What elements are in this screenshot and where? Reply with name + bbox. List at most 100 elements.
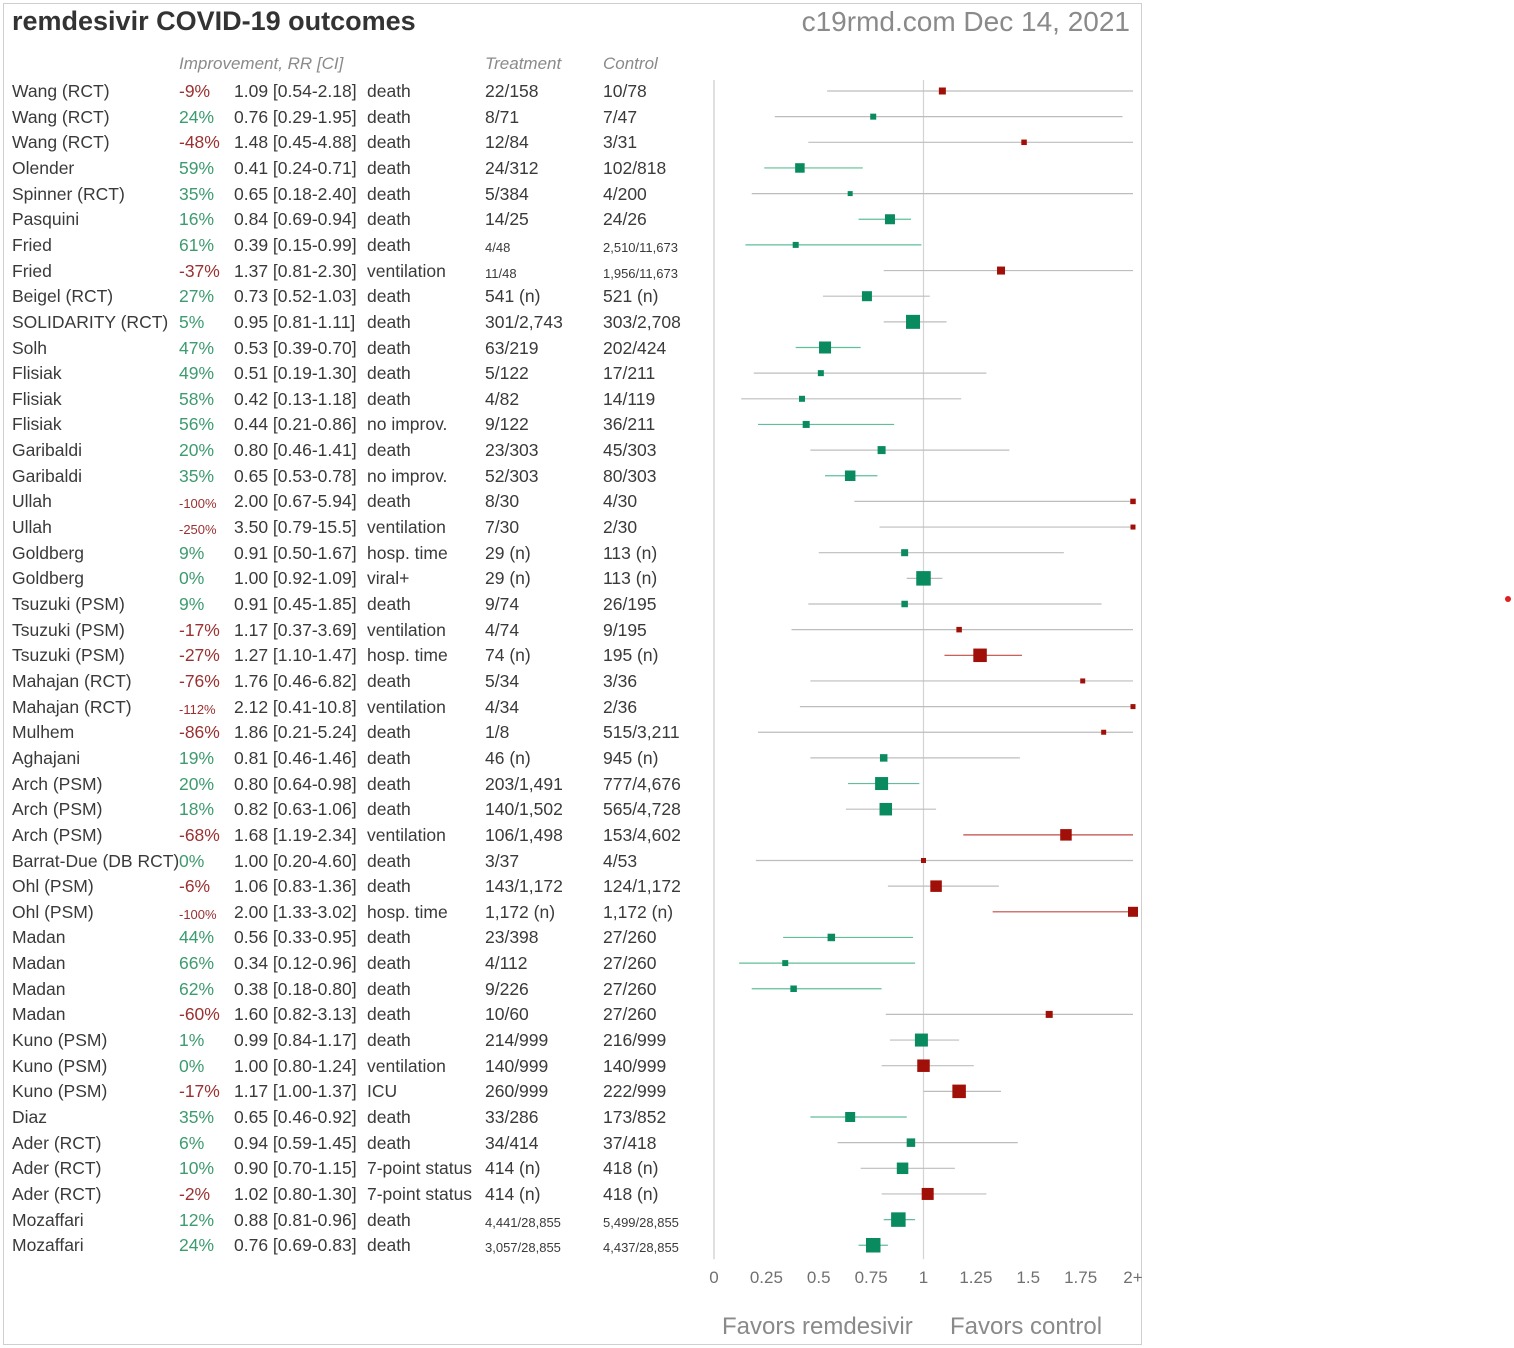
study-name: Garibaldi — [12, 465, 83, 486]
improvement-value: 10% — [179, 1158, 215, 1179]
rr-ci-value: 1.86 [0.21-5.24] — [234, 722, 357, 743]
rr-ci-value: 1.60 [0.82-3.13] — [234, 1004, 357, 1025]
effect-marker — [782, 960, 789, 967]
column-header-control: Control — [603, 54, 658, 73]
treatment-count: 5/384 — [485, 183, 529, 204]
rr-ci-value: 1.76 [0.46-6.82] — [234, 670, 357, 691]
effect-marker — [879, 802, 893, 816]
treatment-count: 23/303 — [485, 440, 539, 461]
x-tick-label: 1.5 — [1016, 1268, 1040, 1287]
improvement-value: -6% — [179, 876, 211, 897]
improvement-value: -60% — [179, 1004, 220, 1025]
x-tick-label: 0.5 — [807, 1268, 831, 1287]
effect-marker — [956, 626, 962, 633]
control-count: 3/36 — [603, 670, 638, 691]
control-count: 222/999 — [603, 1081, 667, 1102]
study-name: Ullah — [12, 517, 52, 538]
treatment-count: 9/226 — [485, 978, 529, 999]
rr-ci-value: 0.65 [0.18-2.40] — [234, 183, 357, 204]
rr-ci-value: 0.39 [0.15-0.99] — [234, 234, 357, 255]
outcome-label: no improv. — [367, 465, 448, 486]
study-name: Kuno (PSM) — [12, 1055, 108, 1076]
outcome-label: death — [367, 1235, 411, 1256]
stray-dot — [1505, 596, 1511, 602]
treatment-count: 12/84 — [485, 132, 529, 153]
rr-ci-value: 0.99 [0.84-1.17] — [234, 1030, 357, 1051]
effect-marker — [921, 1187, 934, 1200]
study-name: Ader (RCT) — [12, 1132, 102, 1153]
study-name: Solh — [12, 337, 48, 358]
control-count: 515/3,211 — [603, 722, 680, 743]
improvement-value: 0% — [179, 850, 205, 871]
control-count: 216/999 — [603, 1030, 667, 1051]
treatment-count: 541 (n) — [485, 286, 541, 307]
control-count: 26/195 — [603, 594, 657, 614]
rr-ci-value: 0.84 [0.69-0.94] — [234, 209, 357, 230]
study-name: Tsuzuki (PSM) — [12, 594, 125, 614]
improvement-value: 35% — [179, 465, 215, 486]
study-name: Flisiak — [12, 414, 62, 435]
treatment-count: 3,057/28,855 — [485, 1240, 561, 1256]
outcome-label: ventilation — [367, 696, 446, 717]
treatment-count: 11/48 — [485, 265, 517, 281]
control-count: 5,499/28,855 — [603, 1214, 679, 1230]
effect-marker — [906, 1138, 916, 1147]
rr-ci-value: 1.00 [0.92-1.09] — [234, 568, 357, 589]
treatment-count: 106/1,498 — [485, 824, 563, 845]
control-count: 777/4,676 — [603, 773, 681, 794]
control-count: 153/4,602 — [603, 824, 681, 845]
rr-ci-value: 2.00 [1.33-3.02] — [234, 901, 357, 922]
control-count: 124/1,172 — [603, 876, 681, 897]
improvement-value: -27% — [179, 645, 220, 666]
outcome-label: 7-point status — [367, 1183, 473, 1204]
outcome-label: 7-point status — [367, 1158, 473, 1179]
control-count: 1,956/11,673 — [603, 265, 678, 281]
column-header-improvement: Improvement, RR [CI] — [179, 54, 344, 73]
study-name: Wang (RCT) — [12, 81, 110, 101]
improvement-value: 62% — [179, 978, 215, 999]
study-name: Barrat-Due (DB RCT) — [12, 850, 180, 871]
outcome-label: death — [367, 1132, 411, 1153]
control-count: 14/119 — [603, 388, 656, 409]
study-name: Goldberg — [12, 568, 84, 589]
improvement-value: 18% — [179, 799, 215, 820]
rr-ci-value: 1.00 [0.80-1.24] — [234, 1055, 357, 1076]
effect-marker — [798, 395, 805, 402]
treatment-count: 29 (n) — [485, 542, 531, 563]
improvement-value: 44% — [179, 927, 215, 948]
outcome-label: hosp. time — [367, 542, 448, 563]
improvement-value: -37% — [179, 260, 220, 281]
x-tick-label: 0 — [709, 1268, 718, 1287]
control-count: 27/260 — [603, 927, 657, 948]
outcome-label: death — [367, 491, 411, 512]
control-count: 945 (n) — [603, 747, 659, 768]
outcome-label: ventilation — [367, 260, 446, 281]
effect-marker — [914, 1033, 928, 1047]
study-name: Tsuzuki (PSM) — [12, 619, 125, 640]
treatment-count: 143/1,172 — [485, 876, 563, 897]
treatment-count: 52/303 — [485, 465, 539, 486]
rr-ci-value: 0.81 [0.46-1.46] — [234, 747, 357, 768]
control-count: 17/211 — [603, 363, 656, 384]
outcome-label: death — [367, 337, 411, 358]
treatment-count: 63/219 — [485, 337, 539, 358]
improvement-value: -250% — [179, 522, 217, 538]
study-name: Fried — [12, 234, 52, 255]
chart-title: remdesivir COVID-19 outcomes — [12, 6, 416, 36]
rr-ci-value: 0.88 [0.81-0.96] — [234, 1209, 357, 1230]
study-name: Kuno (PSM) — [12, 1081, 108, 1102]
outcome-label: death — [367, 1030, 411, 1051]
x-tick-label: 0.25 — [750, 1268, 783, 1287]
x-tick-label: 1.75 — [1064, 1268, 1097, 1287]
treatment-count: 260/999 — [485, 1081, 549, 1102]
treatment-count: 34/414 — [485, 1132, 539, 1153]
outcome-label: death — [367, 183, 411, 204]
study-name: Wang (RCT) — [12, 106, 110, 127]
rr-ci-value: 1.17 [1.00-1.37] — [234, 1081, 357, 1102]
rr-ci-value: 0.65 [0.46-0.92] — [234, 1107, 357, 1127]
improvement-value: 27% — [179, 286, 215, 307]
rr-ci-value: 1.06 [0.83-1.36] — [234, 876, 357, 897]
study-name: Garibaldi — [12, 440, 83, 461]
study-name: Arch (PSM) — [12, 773, 103, 794]
study-name: Madan — [12, 927, 66, 948]
